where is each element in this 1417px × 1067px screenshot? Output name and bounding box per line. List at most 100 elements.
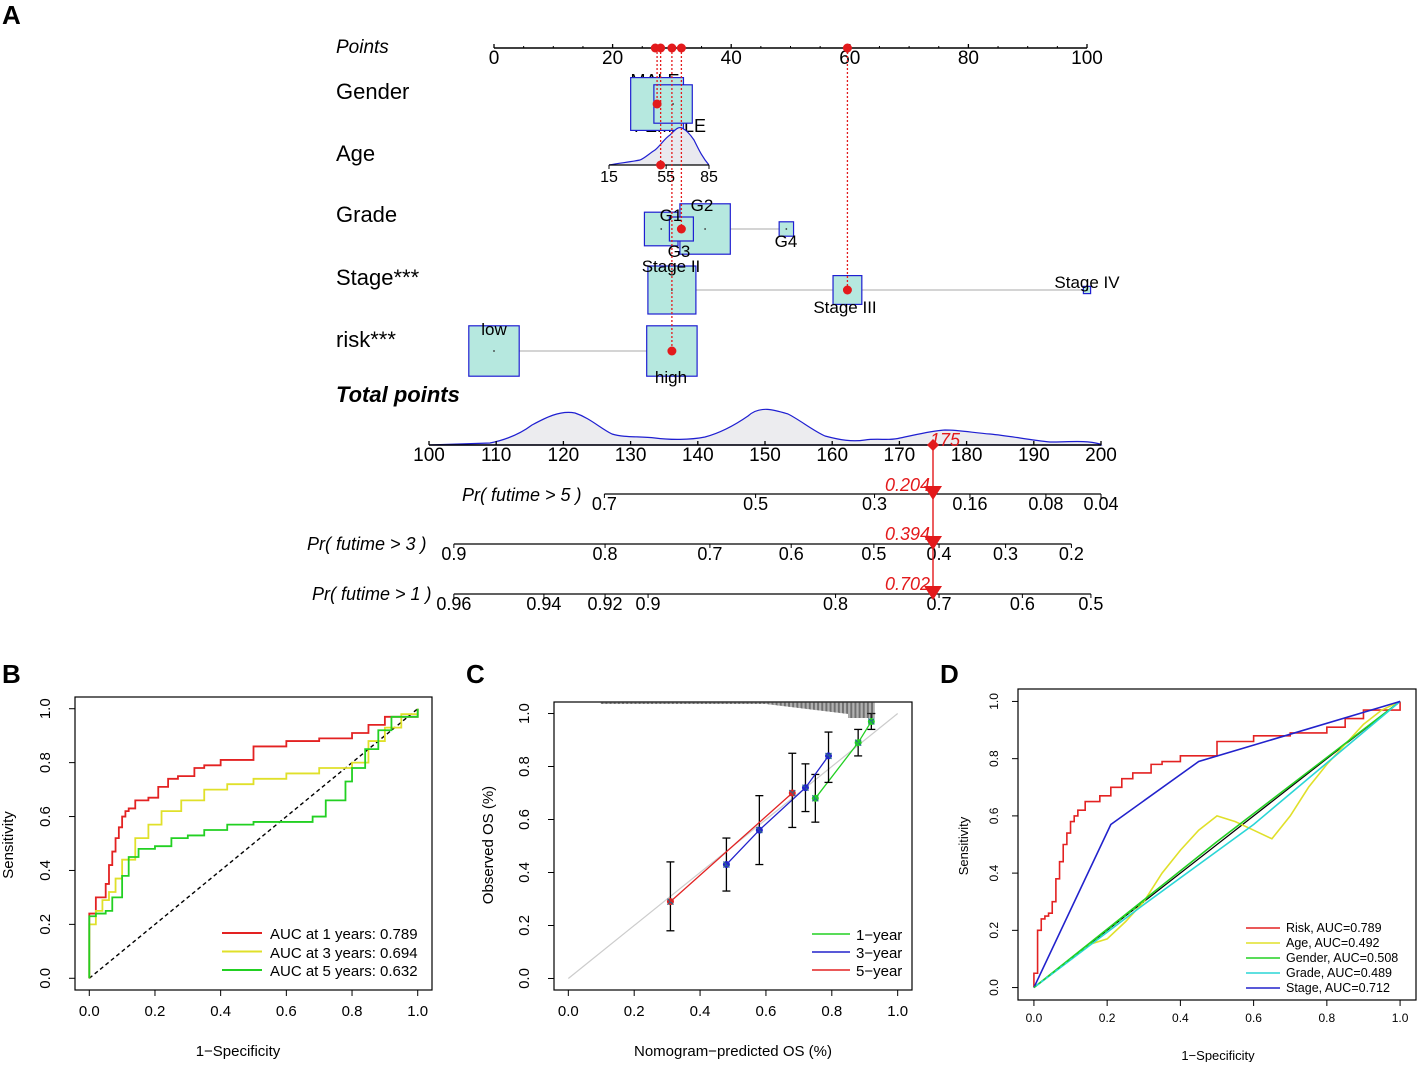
- y-tick-label: 0.4: [516, 862, 533, 883]
- total-tick-label: 100: [413, 445, 445, 466]
- panel-d-legend-entry-3: Gender, AUC=0.508: [1286, 951, 1398, 965]
- total-tick-label: 150: [749, 445, 781, 466]
- x-tick-label: 0.6: [276, 1003, 297, 1020]
- panel-c-legend-entry-3: 5−year: [856, 963, 902, 980]
- x-tick-label: 0.2: [1099, 1011, 1116, 1025]
- points-tick-label: 0: [489, 48, 500, 69]
- points-ticks: 0 20 40 60 80 100: [489, 44, 1103, 69]
- points-tick-label: 80: [958, 48, 979, 69]
- prob-3y-label: Pr( futime > 3 ): [307, 534, 427, 554]
- gender-row-label: Gender: [336, 79, 409, 104]
- prob-tick-label: 0.96: [436, 594, 471, 614]
- prob-tick-label: 0.92: [588, 594, 623, 614]
- prob-tick-label: 0.6: [1010, 594, 1035, 614]
- x-tick-label: 0.0: [79, 1003, 100, 1020]
- age-row-label: Age: [336, 141, 375, 166]
- panel-d-xlabel: 1−Specificity: [1181, 1048, 1255, 1062]
- y-tick-label: 0.2: [516, 915, 533, 936]
- x-tick-label: 1.0: [1392, 1011, 1409, 1025]
- total-points-selected-value: 175: [930, 430, 961, 450]
- x-tick-label: 0.8: [821, 1003, 842, 1020]
- y-tick-label: 0.4: [37, 860, 54, 881]
- y-tick-label: 1.0: [37, 698, 54, 719]
- panel-label-d: D: [940, 659, 959, 689]
- risk-level-low: low: [481, 320, 507, 339]
- prob-3y-value: 0.394: [885, 524, 930, 544]
- total-tick-label: 200: [1085, 445, 1117, 466]
- risk-level-high: high: [655, 368, 687, 387]
- grade-level-g1: G1: [660, 206, 683, 225]
- panel-label-c: C: [466, 659, 485, 689]
- x-tick-label: 0.6: [756, 1003, 777, 1020]
- prob-tick-label: 0.5: [1078, 594, 1103, 614]
- y-tick-label: 0.0: [987, 979, 1001, 996]
- prob-tick-label: 0.9: [441, 544, 466, 564]
- prob-tick-label: 0.3: [862, 494, 887, 514]
- prob-selection-triangle: [924, 586, 942, 600]
- panel-c-legend-entry-1: 1−year: [856, 927, 902, 944]
- panel-d-roc-curve-3: [1033, 700, 1401, 989]
- risk-boxes: [468, 325, 698, 377]
- prob-tick-label: 0.94: [526, 594, 561, 614]
- panel-c-line-2: [725, 755, 830, 865]
- panel-c-line-3: [669, 792, 793, 903]
- total-tick-label: 140: [682, 445, 714, 466]
- prob-tick-label: 0.04: [1083, 494, 1118, 514]
- y-tick-label: 0.4: [987, 864, 1001, 881]
- x-tick-label: 0.2: [624, 1003, 645, 1020]
- panel-d-legend: Risk, AUC=0.789 Age, AUC=0.492 Gender, A…: [1246, 921, 1398, 995]
- reference-diagonal: [88, 708, 419, 979]
- prob-tick-label: 0.2: [1059, 544, 1084, 564]
- x-tick-label: 0.6: [1245, 1011, 1262, 1025]
- panelD-plot-layer: 0.0 0.0 0.2 0.2 0.4 0.4 0.6 0.6 0.8 0.8 1.0 1.0: [987, 688, 1417, 1025]
- prob-tick-label: 0.5: [861, 544, 886, 564]
- y-tick-label: 0.6: [37, 806, 54, 827]
- prob-tick-label: 0.7: [927, 594, 952, 614]
- panel-b-roc-curve-1: [88, 708, 419, 979]
- y-tick-label: 0.2: [37, 914, 54, 935]
- prob-tick-label: 0.7: [592, 494, 617, 514]
- stage-row-label: Stage***: [336, 265, 420, 290]
- total-points-ticks: 100 110 120 130 140 150 160 170 180 190 200: [413, 441, 1117, 466]
- panel-c-line-1: [814, 721, 872, 799]
- total-tick-label: 190: [1018, 445, 1050, 466]
- panel-d-legend-entry-4: Grade, AUC=0.489: [1286, 966, 1392, 980]
- x-tick-label: 0.4: [690, 1003, 711, 1020]
- panel-c-xlabel: Nomogram−predicted OS (%): [634, 1043, 832, 1060]
- x-tick-label: 1.0: [407, 1003, 428, 1020]
- panel-b-roc-curve-2: [88, 708, 419, 979]
- total-points-density: [428, 408, 1103, 446]
- panel-b-legend-entry-2: AUC at 3 years: 0.694: [270, 945, 418, 962]
- panelC-plot-layer: 0.0 0.0 0.2 0.2 0.4 0.4 0.6 0.6 0.8 0.8 1.0 1.0: [516, 701, 913, 1020]
- nomogram-selection-overlay: [650, 43, 942, 600]
- panel-b-xlabel: 1−Specificity: [196, 1043, 281, 1060]
- panel-c-rug: [600, 702, 875, 718]
- age-tick-label: 55: [657, 169, 675, 186]
- panel-c-ylabel: Observed OS (%): [480, 786, 497, 904]
- nomogram: Points Gender Age Grade Stage*** risk***…: [307, 37, 1120, 614]
- panel-d-roc: 0.0 0.0 0.2 0.2 0.4 0.4 0.6 0.6 0.8 0.8 1.0 1.0 1−S…: [956, 688, 1417, 1063]
- x-tick-label: 1.0: [887, 1003, 908, 1020]
- panel-b-legend-entry-3: AUC at 5 years: 0.632: [270, 963, 418, 980]
- panel-d-legend-entry-2: Age, AUC=0.492: [1286, 936, 1380, 950]
- prob-tick-label: 0.3: [993, 544, 1018, 564]
- age-tick-label: 15: [600, 169, 618, 186]
- x-tick-label: 0.0: [1026, 1011, 1043, 1025]
- total-tick-label: 110: [481, 445, 511, 466]
- total-tick-label: 130: [615, 445, 647, 466]
- stage-level-ii: Stage II: [642, 257, 701, 276]
- panel-b-legend: AUC at 1 years: 0.789 AUC at 3 years: 0.…: [214, 922, 430, 986]
- total-tick-label: 180: [951, 445, 983, 466]
- y-tick-label: 0.6: [516, 809, 533, 830]
- y-tick-label: 0.8: [516, 756, 533, 777]
- risk-row-label: risk***: [336, 327, 396, 352]
- points-tick-label: 20: [602, 48, 623, 69]
- x-tick-label: 0.0: [558, 1003, 579, 1020]
- panel-c-legend: 1−year 3−year 5−year: [812, 927, 902, 980]
- age-tick-label: 85: [700, 169, 718, 186]
- prob-tick-label: 0.6: [779, 544, 804, 564]
- stage-level-iv: Stage IV: [1054, 273, 1120, 292]
- selection-marker-grade: [676, 224, 686, 234]
- plot-frame: [1017, 688, 1417, 1001]
